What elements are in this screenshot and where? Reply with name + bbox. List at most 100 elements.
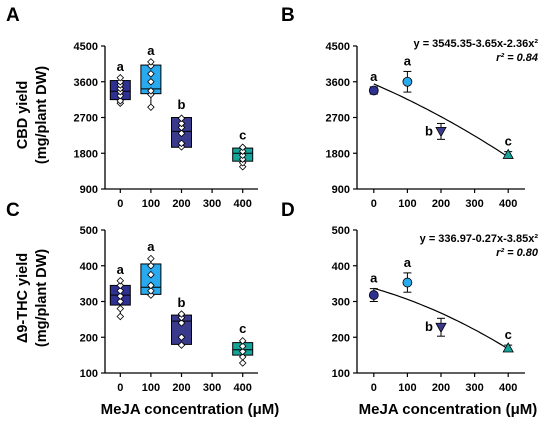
data-point-a [177, 139, 186, 148]
panel-b: 900 1800 2700 3600 4500 0 100 200 300 400 a a b c [326, 41, 525, 210]
x-tick-label-d: 100 [398, 382, 416, 394]
x-tick-label-d: 0 [371, 382, 377, 394]
data-point-c [116, 312, 125, 321]
data-point-c [147, 254, 155, 263]
significance-letter-b: c [505, 134, 512, 149]
data-point-c [116, 292, 125, 300]
significance-letter-c: a [147, 239, 155, 254]
y-tick-label-c: 200 [80, 332, 98, 344]
significance-letter-a: c [239, 127, 246, 142]
x-tick-label-b: 400 [499, 198, 517, 210]
marker-d [435, 322, 447, 334]
significance-letter-a: a [117, 59, 125, 74]
marker-b [435, 127, 447, 138]
x-tick-label-a: 400 [234, 198, 252, 210]
data-point-c [116, 297, 125, 306]
y-tick-label-a: 3600 [74, 77, 98, 89]
data-point-c [238, 359, 247, 367]
x-tick-label-b: 100 [398, 198, 416, 210]
x-tick-label-d: 400 [499, 382, 517, 394]
data-point-c [238, 347, 247, 356]
y-tick-label-b: 1800 [326, 148, 350, 160]
y-tick-label-c: 400 [80, 261, 98, 273]
data-point-a [116, 91, 125, 100]
data-point-a [238, 147, 247, 156]
data-point-c [147, 261, 155, 270]
data-point-a [147, 77, 155, 86]
xlabel-right: MeJA concentration (μM) [359, 401, 538, 418]
plot-area: 900 1800 2700 3600 4500 0 100 200 300 400 a a b c 900 1… [74, 41, 525, 394]
data-point-a [116, 77, 125, 86]
y-tick-label-b: 3600 [326, 77, 350, 89]
marker-b [368, 85, 379, 96]
x-tick-label-b: 0 [371, 198, 377, 210]
significance-letter-b: b [425, 123, 433, 138]
data-point-a [177, 119, 186, 128]
marker-d [402, 277, 413, 288]
panel-c: 100 200 300 400 500 0 100 200 300 400 a a b c [80, 225, 258, 394]
data-point-a [147, 62, 155, 70]
r2-b: r² = 0.84 [496, 52, 538, 64]
data-point-c [238, 353, 247, 361]
x-tick-label-a: 200 [172, 198, 190, 210]
x-tick-label-b: 200 [432, 198, 450, 210]
y-tick-label-c: 100 [80, 368, 98, 380]
significance-letter-b: a [370, 69, 378, 84]
data-point-c [116, 281, 125, 290]
significance-letter-c: a [117, 262, 125, 277]
x-tick-label-c: 0 [117, 382, 123, 394]
data-point-a [238, 162, 247, 171]
significance-letter-b: a [404, 53, 412, 68]
data-point-a [147, 87, 155, 95]
x-tick-label-c: 100 [142, 382, 160, 394]
x-tick-label-a: 300 [203, 198, 221, 210]
y-tick-label-d: 500 [332, 225, 350, 237]
fit-curve-d [373, 287, 509, 350]
data-point-c [238, 337, 247, 345]
x-tick-label-c: 400 [234, 382, 252, 394]
significance-letter-a: b [178, 97, 186, 112]
fit-curve-b [373, 83, 509, 158]
data-point-c [177, 319, 186, 327]
xlabel-left: MeJA concentration (μM) [101, 401, 280, 418]
significance-letter-c: c [239, 321, 246, 336]
data-point-c [147, 287, 155, 295]
x-tick-label-a: 0 [117, 198, 123, 210]
x-tick-label-c: 300 [203, 382, 221, 394]
data-point-a [238, 143, 247, 152]
y-tick-label-a: 1800 [74, 148, 98, 160]
data-point-a [116, 74, 125, 82]
significance-letter-d: c [505, 327, 512, 342]
ylabel-a-line2: (mg/plant DW) [34, 66, 50, 164]
panel-letter-c: C [6, 200, 20, 221]
data-point-c [177, 341, 186, 349]
y-tick-label-a: 2700 [74, 113, 98, 125]
data-point-c [147, 270, 155, 279]
significance-letter-a: a [147, 43, 155, 58]
y-tick-label-c: 500 [80, 225, 98, 237]
data-point-a [177, 123, 186, 132]
marker-b [402, 76, 413, 87]
significance-letter-d: a [404, 255, 412, 270]
panel-a: 900 1800 2700 3600 4500 0 100 200 300 400 a a b c [74, 41, 258, 210]
panel-d: 100 200 300 400 500 0 100 200 300 400 a a b c [332, 225, 525, 394]
y-tick-label-c: 300 [80, 297, 98, 309]
data-point-c [116, 287, 125, 295]
r2-d: r² = 0.80 [496, 247, 539, 259]
ylabel-c-line2: (mg/plant DW) [34, 249, 50, 347]
data-point-c [238, 342, 247, 350]
panel-letter-b: B [281, 5, 295, 26]
equation-d: y = 336.97-0.27x-3.85x² [420, 233, 539, 245]
equation-b: y = 3545.35-3.65x-2.36x² [414, 38, 539, 50]
y-tick-label-a: 900 [80, 184, 98, 196]
y-tick-label-b: 2700 [326, 113, 350, 125]
data-point-c [177, 333, 186, 342]
ylabel-c-line1: Δ9-THC yield [15, 253, 31, 343]
y-tick-label-b: 4500 [326, 41, 350, 53]
data-point-a [147, 58, 155, 66]
significance-letter-d: a [370, 271, 378, 286]
x-tick-label-c: 200 [172, 382, 190, 394]
data-point-a [147, 70, 155, 78]
x-tick-label-d: 200 [432, 382, 450, 394]
